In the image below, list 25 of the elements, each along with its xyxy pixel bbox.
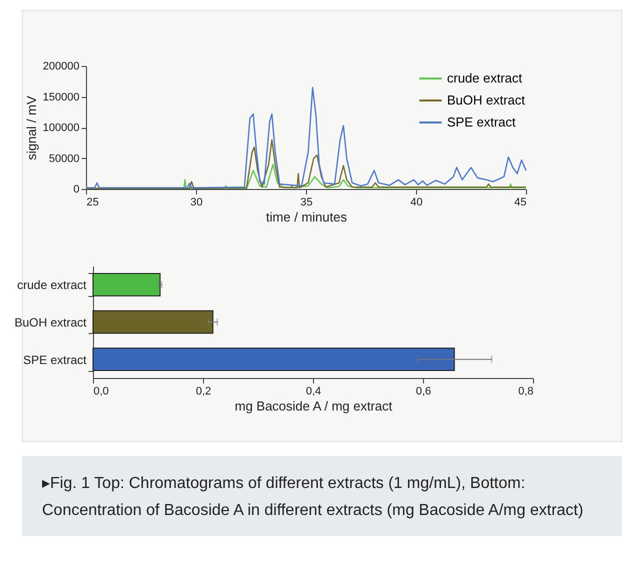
text: ▸Fig. 1 Top: Chromatograms of different extracts (1 mg/mL), Bottom: Concentration of Bacoside A in different extracts (mg Bacoside A/mg extract)	[22, 456, 622, 536]
legend-label: BuOH extract	[447, 92, 526, 108]
x-tick-label: 0,2	[196, 386, 212, 398]
y-tick-label: 150000	[42, 91, 80, 104]
x-tick-label: 45	[514, 196, 526, 208]
y-tick-label: 200000	[42, 60, 80, 72]
x-tick-label: 0,8	[518, 386, 534, 398]
y-tick-label: crude extract	[17, 278, 88, 292]
x-tick-label: 0,6	[416, 386, 432, 398]
x-axis-title: time / minutes	[266, 210, 348, 224]
x-tick-label: 25	[86, 196, 99, 208]
x-tick-label: 0,4	[306, 386, 322, 398]
y-tick-label: 0	[73, 184, 80, 196]
x-tick-label: 0,0	[94, 386, 109, 398]
y-tick-label: 100000	[42, 122, 80, 134]
x-tick-label: 30	[190, 196, 203, 208]
legend-label: crude extract	[447, 70, 523, 86]
y-axis-title: signal / mV	[24, 96, 39, 160]
y-tick-label: 50000	[48, 152, 80, 165]
legend-label: SPE extract	[447, 114, 516, 130]
y-tick-label: SPE extract	[23, 352, 88, 367]
x-tick-label: 35	[300, 196, 313, 208]
y-tick-label: BuOH extract	[14, 316, 88, 330]
x-axis-title: mg Bacoside A / mg extract	[234, 398, 393, 414]
x-tick-label: 40	[410, 196, 423, 208]
